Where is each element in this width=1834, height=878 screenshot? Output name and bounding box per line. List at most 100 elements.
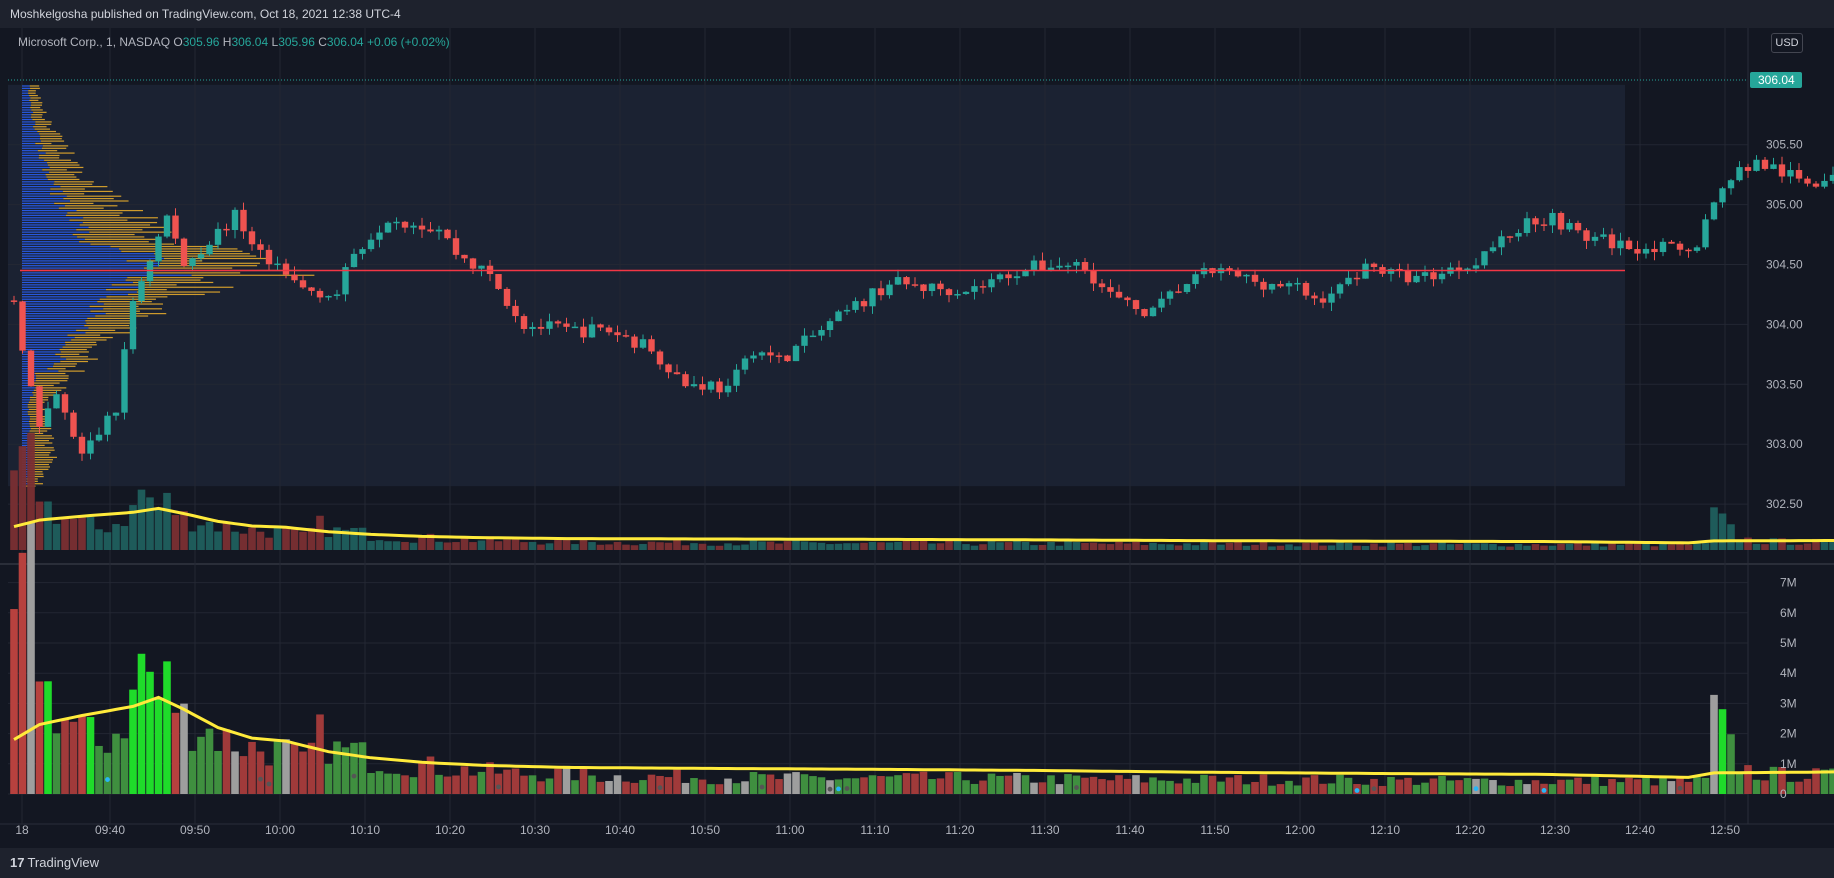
volume-overlay-bar [1497, 546, 1506, 550]
profile-bar-up [22, 207, 59, 209]
candle-body [325, 295, 332, 298]
candle-body [1642, 248, 1650, 254]
volume-overlay-bar [1421, 545, 1429, 550]
volume-bar [681, 782, 690, 794]
volume-bar [248, 741, 256, 794]
volume-bar [1361, 784, 1370, 794]
symbol-name[interactable]: Microsoft Corp., 1, NASDAQ [18, 35, 171, 49]
profile-bar-up [22, 459, 32, 461]
profile-bar-up [22, 236, 78, 238]
profile-bar-down [49, 193, 85, 195]
profile-bar-down [30, 466, 51, 468]
volume-overlay-bar [1174, 545, 1183, 550]
candle-body [1175, 291, 1182, 293]
volume-overlay-bar [426, 533, 435, 550]
profile-bar-up [22, 310, 91, 312]
volume-bar [545, 778, 554, 794]
volume-bar [1565, 779, 1574, 794]
profile-bar-up [22, 198, 64, 200]
volume-bar [1744, 765, 1752, 794]
profile-bar-up [22, 123, 36, 125]
candle-body [1795, 170, 1803, 179]
candle-body [979, 286, 987, 288]
volume-bar [1795, 781, 1803, 794]
volume-overlay-bar [758, 541, 766, 550]
time-tick-label: 12:40 [1625, 823, 1655, 837]
volume-bar [987, 773, 996, 794]
volume-bar [333, 741, 341, 794]
volume-overlay-bar [1191, 545, 1200, 550]
volume-overlay-bar [1157, 544, 1166, 550]
tradingview-logo[interactable]: 17 TradingView [10, 855, 99, 870]
volume-bar [1327, 783, 1336, 794]
time-tick-label: 18 [15, 823, 29, 837]
profile-bar-down [132, 281, 214, 284]
volume-bar [1404, 777, 1412, 794]
volume-bar [698, 779, 707, 794]
volume-overlay-bar [1463, 543, 1472, 550]
last-price-tag [1750, 72, 1802, 88]
profile-bar-down [35, 121, 52, 123]
profile-bar-up [22, 94, 30, 97]
candle-body [877, 288, 885, 296]
profile-bar-down [28, 483, 43, 485]
profile-bar-down [59, 348, 87, 351]
profile-bar-down [28, 432, 44, 435]
volume-bar [1710, 694, 1718, 794]
candle-body [1693, 247, 1701, 251]
candle-body [299, 280, 307, 288]
candle-body [537, 326, 545, 329]
profile-bar-up [22, 126, 34, 128]
volume-overlay-bar [1064, 541, 1072, 550]
volume-overlay-bar [681, 545, 690, 550]
volume-bar [707, 784, 715, 794]
volume-bar [758, 774, 766, 794]
profile-bar-up [22, 248, 119, 250]
volume-overlay-bar [1106, 544, 1115, 550]
volume-bar [1659, 776, 1667, 794]
profile-bar-down [27, 404, 42, 406]
candle-body [1600, 234, 1607, 237]
volume-overlay-bar [1684, 544, 1693, 550]
profile-bar-down [67, 334, 101, 336]
profile-bar-down [58, 207, 104, 209]
volume-overlay-bar [401, 541, 409, 550]
volume-overlay-bar [1013, 540, 1021, 550]
volume-overlay-bar [1548, 545, 1557, 550]
profile-bar-up [22, 221, 83, 224]
volume-overlay-bar [375, 540, 384, 550]
volume-overlay-bar [290, 528, 299, 550]
profile-bar-down [71, 339, 107, 341]
profile-bar-down [87, 317, 135, 320]
time-tick-label: 10:40 [605, 823, 635, 837]
volume-bar [1455, 780, 1463, 794]
volume-bar [1489, 780, 1497, 794]
currency-button[interactable]: USD [1771, 33, 1803, 53]
candle-body [350, 253, 358, 268]
candle-body [172, 215, 179, 239]
time-tick-label: 11:20 [945, 823, 974, 837]
profile-bar-down [86, 322, 133, 324]
candle-body [163, 215, 171, 237]
candle-body [546, 321, 553, 329]
volume-bar [1140, 782, 1149, 794]
volume-overlay-bar [579, 538, 588, 550]
candle-body [257, 244, 264, 250]
candle-body [1753, 159, 1760, 171]
profile-bar-up [22, 353, 56, 355]
volume-bar [1591, 776, 1599, 794]
volume-overlay-bar [1446, 544, 1455, 550]
volume-signal-dot [657, 785, 663, 791]
profile-bar-up [22, 447, 32, 449]
candle-body [971, 286, 978, 292]
candle-body [10, 300, 18, 302]
candle-body [1183, 284, 1191, 293]
profile-bar-up [22, 169, 43, 171]
volume-bar [622, 781, 630, 794]
volume-overlay-bar [707, 545, 715, 550]
profile-bar-down [31, 437, 55, 439]
price-and-volume-chart[interactable]: 302.50 303.00 303.50 304.00 304.50 305.00 305.… [0, 28, 1834, 848]
profile-bar-up [22, 193, 50, 195]
volume-signal-dot [1371, 786, 1377, 792]
profile-bar-down [154, 253, 250, 255]
